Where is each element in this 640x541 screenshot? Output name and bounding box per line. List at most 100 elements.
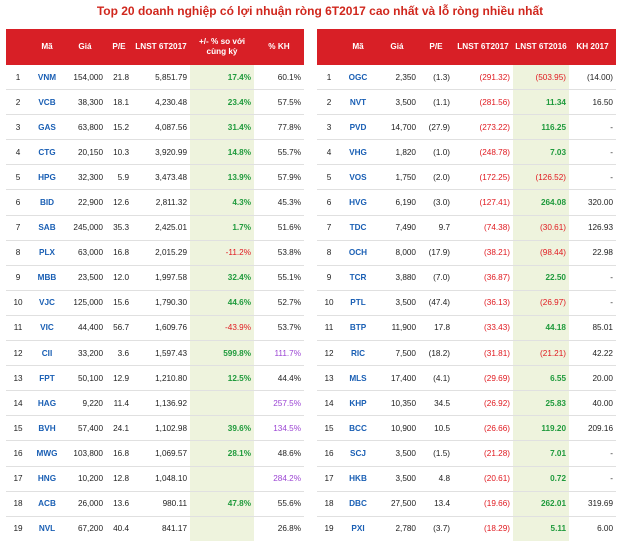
table-row: 10 VJC 125,000 15.6 1,790.30 44.6% 52.7%: [6, 290, 304, 316]
row-number: 12: [317, 340, 341, 367]
yoy-change-cell: 32.4%: [190, 265, 254, 291]
ticker-cell: HPG: [30, 164, 64, 191]
ticker-cell: MWG: [30, 440, 64, 467]
price-cell: 7,500: [375, 340, 419, 367]
row-number: 11: [6, 315, 30, 342]
ticker-cell: PVD: [341, 114, 375, 141]
pe-cell: (18.2): [419, 340, 453, 367]
yoy-change-cell: 14.8%: [190, 139, 254, 166]
profit-cell: 980.11: [132, 491, 190, 517]
ticker-cell: VNM: [30, 65, 64, 91]
header-price: Giá: [64, 29, 106, 65]
ticker-cell: OCH: [341, 240, 375, 266]
profit-cell: 3,920.99: [132, 139, 190, 166]
plan-percent-cell: 55.7%: [254, 139, 304, 166]
pe-cell: 16.8: [106, 440, 132, 467]
row-number: 3: [317, 114, 341, 141]
plan-percent-cell: 134.5%: [254, 415, 304, 442]
row-number: 3: [6, 114, 30, 141]
pe-cell: 12.8: [106, 466, 132, 492]
price-cell: 20,150: [64, 139, 106, 166]
profit-6t2017-cell: (20.61): [453, 466, 513, 492]
plan-2017-cell: 20.00: [569, 365, 616, 392]
header-yoy-change: +/- % so với cùng kỳ: [190, 29, 254, 65]
profit-cell: 2,425.01: [132, 215, 190, 241]
price-cell: 8,000: [375, 240, 419, 266]
row-number: 1: [317, 65, 341, 91]
price-cell: 3,880: [375, 265, 419, 291]
plan-percent-cell: 284.2%: [254, 466, 304, 492]
price-cell: 67,200: [77, 524, 103, 534]
pe-cell: 16.8: [106, 240, 132, 266]
yoy-change-cell: 599.8%: [190, 340, 254, 367]
pe-cell: 15.6: [106, 290, 132, 316]
row-number: 5: [317, 164, 341, 191]
plan-percent-cell: 55.1%: [254, 265, 304, 291]
plan-2017-cell: -: [569, 114, 616, 141]
ticker-cell: VHG: [341, 139, 375, 166]
ticker-cell: CII: [30, 340, 64, 367]
pe-cell: 11.4: [106, 390, 132, 417]
pe-cell: 13.4: [419, 491, 453, 517]
profit-6t2017-cell: (33.43): [453, 315, 513, 342]
profit-6t2016-cell: 116.25: [513, 114, 569, 141]
price-cell: 154,000: [64, 65, 106, 91]
row-number: 17: [6, 466, 30, 492]
profit-6t2017-cell: (21.28): [453, 440, 513, 467]
profit-6t2016-cell: (98.44): [513, 240, 569, 266]
ticker-cell: TDC: [341, 215, 375, 241]
profit-6t2016-cell: 119.20: [513, 415, 569, 442]
price-cell: 3,500: [375, 466, 419, 492]
price-cell: 22,900: [64, 189, 106, 216]
row-number: 18: [6, 491, 30, 517]
price-cell: 63,800: [64, 114, 106, 141]
ticker-cell: OGC: [341, 65, 375, 91]
header-plan-percent: % KH: [254, 29, 304, 65]
profit-6t2016-cell: 262.01: [513, 491, 569, 517]
price-cell: 3,500: [375, 290, 419, 316]
row-number: 4: [6, 139, 30, 166]
price-cell: 50,100: [64, 365, 106, 392]
pe-cell: (27.9): [419, 114, 453, 141]
plan-2017-cell: -: [569, 265, 616, 291]
table-row: 14 HAG 9,220 11.4 1,136.92 257.5%: [6, 390, 304, 417]
plan-2017-cell: 22.98: [569, 240, 616, 266]
table-row: 14 KHP 10,350 34.5 (26.92) 25.83 40.00: [317, 390, 616, 417]
plan-2017-cell: -: [569, 440, 616, 467]
row-number: 2: [317, 89, 341, 116]
price-cell: 10,200: [64, 466, 106, 492]
pe-cell: (1.1): [419, 89, 453, 116]
row-number: 5: [6, 164, 30, 191]
ticker-cell: PTL: [341, 290, 375, 316]
profit-6t2017-cell: (291.32): [453, 65, 513, 91]
ticker-cell: ACB: [30, 491, 64, 517]
profit-6t2016-cell: (126.52): [513, 164, 569, 191]
plan-2017-cell: (14.00): [569, 65, 616, 91]
profit-cell: 4,087.56: [132, 114, 190, 141]
plan-percent-cell: 57.5%: [254, 89, 304, 116]
row-number: 6: [6, 189, 30, 216]
ticker-cell: BCC: [341, 415, 375, 442]
row-number: 18: [317, 491, 341, 517]
table-row: 7 TDC 7,490 9.7 (74.38) (30.61) 126.93: [317, 215, 616, 241]
yoy-change-cell: [190, 390, 254, 417]
plan-2017-cell: 126.93: [569, 215, 616, 241]
ticker-cell: PXI: [351, 524, 365, 534]
table-header-row: Mã Giá P/E LNST 6T2017 +/- % so với cùng…: [6, 29, 304, 65]
profit-6t2017-cell: (273.22): [453, 114, 513, 141]
profit-cell: 5,851.79: [132, 65, 190, 91]
price-cell: 1,750: [375, 164, 419, 191]
pe-cell: (3.0): [419, 189, 453, 216]
plan-2017-cell: -: [569, 139, 616, 166]
profit-6t2017-cell: (19.66): [453, 491, 513, 517]
ticker-cell: RIC: [341, 340, 375, 367]
price-cell: 26,000: [64, 491, 106, 517]
header-plan-2017: KH 2017: [569, 29, 616, 65]
profit-6t2016-cell: 22.50: [513, 265, 569, 291]
profit-6t2016-cell: (26.97): [513, 290, 569, 316]
profit-6t2017-cell: (36.13): [453, 290, 513, 316]
profit-6t2017-cell: (26.92): [453, 390, 513, 417]
table-row: 3 GAS 63,800 15.2 4,087.56 31.4% 77.8%: [6, 114, 304, 141]
profit-6t2017-cell: (38.21): [453, 240, 513, 266]
profit-cell: 3,473.48: [132, 164, 190, 191]
